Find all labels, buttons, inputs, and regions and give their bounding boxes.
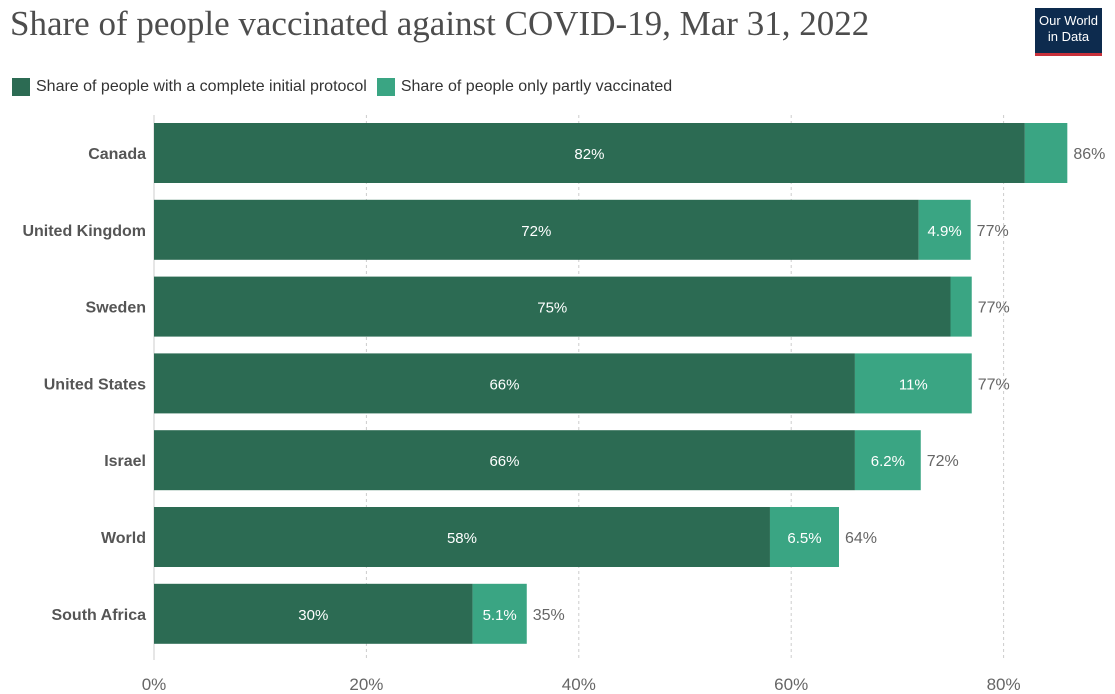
category-label: Canada <box>88 146 146 163</box>
bar-value-label: 58% <box>447 530 477 547</box>
legend-item-partial[interactable]: Share of people only partly vaccinated <box>376 78 673 96</box>
category-label: United Kingdom <box>22 223 146 240</box>
category-label: World <box>101 530 146 547</box>
x-tick-label: 60% <box>774 675 808 694</box>
owid-logo[interactable]: Our World in Data <box>1035 8 1102 56</box>
legend: Share of people with a complete initial … <box>12 78 682 96</box>
bar-complete <box>154 199 919 260</box>
bar-total-label: 35% <box>533 607 565 624</box>
bar-complete <box>154 123 1025 183</box>
bar-complete <box>154 583 473 644</box>
bar-total-label: 77% <box>977 223 1009 240</box>
bar-value-label: 5.1% <box>483 607 517 624</box>
bar-partial <box>1024 123 1068 183</box>
bar-partial <box>854 353 972 414</box>
bar-total-label: 72% <box>927 453 959 470</box>
legend-label-partial: Share of people only partly vaccinated <box>400 78 673 95</box>
bar-value-label: 66% <box>489 376 519 393</box>
bar-value-label: 82% <box>574 146 604 163</box>
category-label: Sweden <box>86 300 146 317</box>
category-label: Israel <box>104 453 146 470</box>
bar-complete <box>154 507 770 567</box>
bar-partial <box>472 583 527 644</box>
bar-partial <box>769 507 839 567</box>
bar-total-label: 77% <box>978 300 1010 317</box>
bar-value-label: 72% <box>521 223 551 240</box>
x-tick-label: 0% <box>142 675 167 694</box>
bar-partial <box>854 430 921 491</box>
bar-complete <box>154 276 951 337</box>
legend-label-complete: Share of people with a complete initial … <box>36 78 367 95</box>
bar-value-label: 75% <box>537 300 567 317</box>
bar-complete <box>154 353 855 414</box>
bar-value-label: 6.2% <box>871 453 905 470</box>
bar-value-label: 66% <box>489 453 519 470</box>
logo-line-2: in Data <box>1047 29 1090 44</box>
bar-total-label: 86% <box>1073 146 1105 163</box>
bar-total-label: 77% <box>978 376 1010 393</box>
logo-line-1: Our World <box>1039 13 1098 28</box>
chart-title: Share of people vaccinated against COVID… <box>10 4 870 43</box>
bar-complete <box>154 430 855 491</box>
bar-partial <box>950 276 972 337</box>
x-tick-label: 80% <box>987 675 1021 694</box>
bar-value-label: 30% <box>298 607 328 624</box>
legend-item-complete[interactable]: Share of people with a complete initial … <box>12 78 367 96</box>
legend-swatch-partial <box>376 78 395 96</box>
x-tick-label: 40% <box>562 675 596 694</box>
category-label: South Africa <box>51 607 146 624</box>
category-label: United States <box>44 376 146 393</box>
bar-value-label: 11% <box>899 376 928 393</box>
legend-swatch-complete <box>12 78 30 96</box>
x-tick-label: 20% <box>349 675 383 694</box>
bar-value-label: 4.9% <box>928 223 962 240</box>
bar-partial <box>918 199 971 260</box>
bar-value-label: 6.5% <box>787 530 821 547</box>
bar-total-label: 64% <box>845 530 877 547</box>
